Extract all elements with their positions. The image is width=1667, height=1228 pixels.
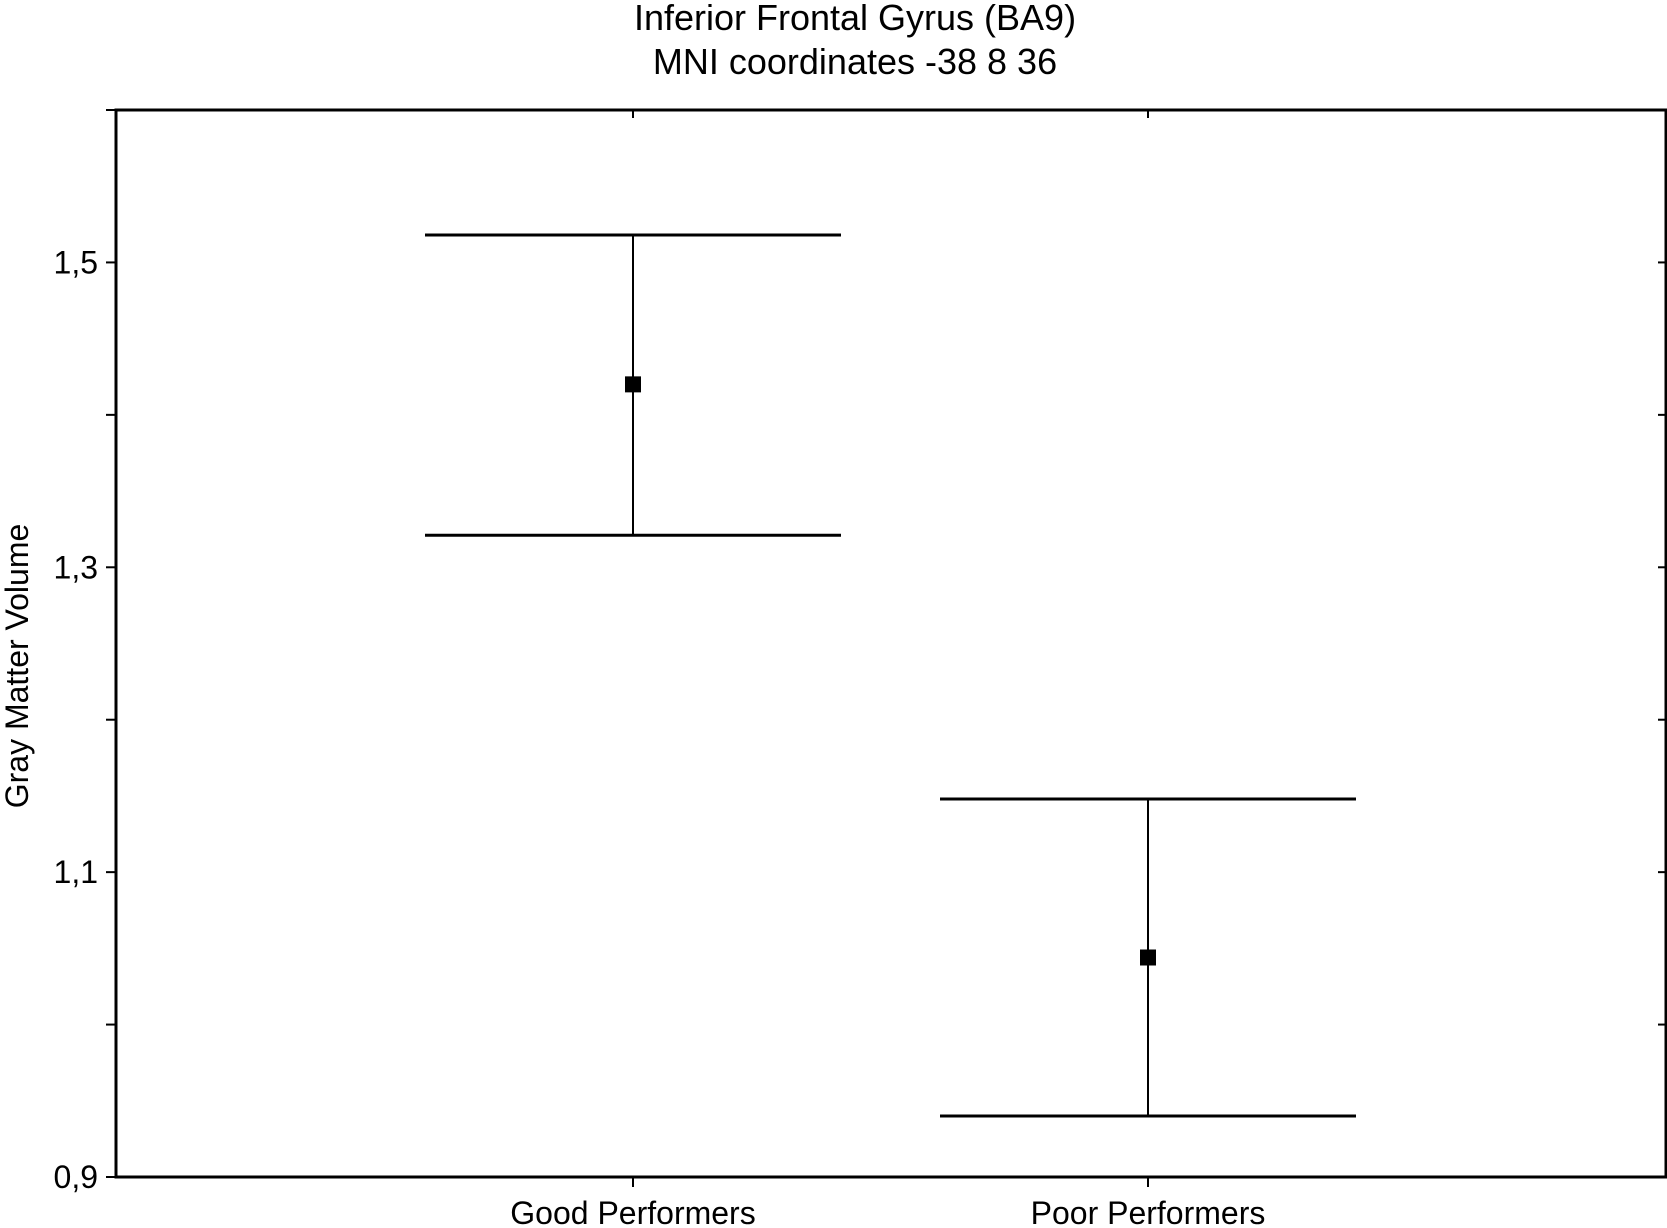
chart-title-line-2: MNI coordinates -38 8 36 xyxy=(653,41,1057,82)
chart-title-line-1: Inferior Frontal Gyrus (BA9) xyxy=(634,0,1076,38)
data-point-marker xyxy=(1140,949,1156,966)
x-tick-label: Good Performers xyxy=(510,1195,755,1228)
plot-area-frame xyxy=(114,108,1667,1179)
y-tick-labels: 0,9 1,1 1,3 1,5 xyxy=(54,244,98,1195)
x-tick-labels: Good Performers Poor Performers xyxy=(510,1195,1265,1228)
x-tick-label: Poor Performers xyxy=(1031,1195,1266,1228)
tick-layer xyxy=(106,109,1666,1187)
y-tick-label: 1,3 xyxy=(54,549,98,585)
y-axis-title: Gray Matter Volume xyxy=(0,524,35,809)
error-bars xyxy=(425,233,1356,1118)
data-points xyxy=(625,376,1156,966)
y-tick-label: 1,5 xyxy=(54,244,98,280)
y-tick-label: 1,1 xyxy=(54,854,98,890)
y-tick-label: 0,9 xyxy=(54,1159,98,1195)
data-point-marker xyxy=(625,376,641,393)
